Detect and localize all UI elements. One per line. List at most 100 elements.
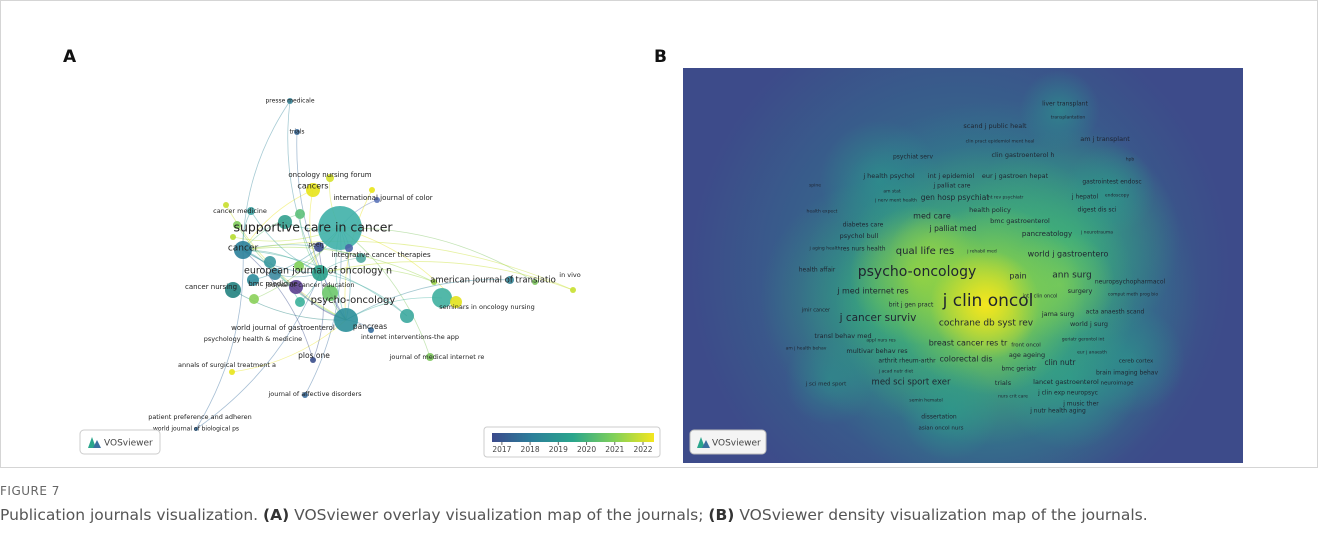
- journal-label: med care: [913, 212, 951, 221]
- journal-label: j nerv ment health: [874, 198, 917, 204]
- node-label: supportive care in cancer: [233, 220, 393, 235]
- journal-label: front oncol: [1011, 343, 1041, 349]
- edge: [319, 267, 435, 283]
- node: [432, 288, 452, 308]
- node-label: peerj: [308, 242, 324, 249]
- edge: [339, 227, 536, 283]
- node: [314, 242, 324, 252]
- node: [312, 265, 328, 281]
- journal-label: diabetes care: [843, 222, 884, 229]
- edge: [236, 224, 347, 321]
- journal-label: surgery: [1068, 287, 1093, 295]
- journal-label: transplantation: [1051, 115, 1086, 121]
- edge: [242, 249, 408, 317]
- journal-label: bmc geriatr: [1002, 366, 1038, 373]
- journal-label: multivar behav res: [846, 347, 908, 355]
- journal-label: transl behav med: [814, 332, 871, 340]
- edge: [242, 189, 314, 251]
- density-blob: [820, 120, 940, 240]
- journal-label: clin pract epidemiol ment heal: [966, 139, 1035, 145]
- node: [230, 234, 236, 240]
- node-label: internet interventions-the app: [361, 333, 459, 341]
- journal-label: arthrit rheum-arthr: [878, 358, 936, 365]
- caption-tag: (A): [263, 506, 290, 524]
- journal-label: ann surg: [1052, 271, 1091, 281]
- journal-label: endoscopy: [1105, 193, 1130, 199]
- node-label: in vivo: [559, 271, 580, 279]
- node: [247, 207, 255, 215]
- node-label: oncology nursing forum: [288, 171, 371, 179]
- node-label: psycho-oncology: [311, 295, 396, 306]
- node-label: seminars in oncology nursing: [439, 303, 535, 311]
- node: [450, 296, 462, 308]
- node-label: integrative cancer therapies: [331, 251, 431, 259]
- density-blob: [900, 360, 1000, 460]
- journal-label: cochrane db syst rev: [939, 319, 1034, 329]
- journal-label: pain: [1009, 272, 1026, 281]
- journal-label: trials: [995, 379, 1012, 387]
- logo-badge: VOSviewer: [689, 429, 767, 455]
- journal-label: comput meth prog bio: [1108, 292, 1158, 298]
- node-label: patient preference and adheren: [148, 413, 252, 421]
- journal-label: colorectal dis: [939, 355, 992, 364]
- panel-letter: B: [654, 47, 667, 67]
- node-label: plos one: [298, 351, 330, 360]
- node: [223, 202, 229, 208]
- journal-label: semin hematol: [909, 398, 943, 404]
- colorbar-ticks: 2017 2018 2019 2020 2021 2022: [492, 442, 653, 454]
- node-label: journal of affective disorders: [267, 390, 362, 398]
- journal-label: nurs crit care: [998, 394, 1028, 400]
- journal-label: am j health behav: [786, 346, 827, 352]
- journal-label: int j epidemiol: [928, 172, 975, 180]
- caption-tag: (B): [708, 506, 735, 524]
- journal-label: psychiat serv: [893, 154, 933, 161]
- node: [310, 357, 316, 363]
- node: [426, 353, 434, 361]
- node: [289, 280, 303, 294]
- edge: [312, 272, 324, 361]
- journal-label: j nutr health aging: [1029, 408, 1086, 415]
- journal-label: am j transplant: [1080, 135, 1130, 143]
- colorbar-tick-label: 2019: [549, 445, 568, 454]
- colorbar-tick-label: 2020: [577, 445, 596, 454]
- edge: [309, 189, 321, 274]
- edge: [250, 210, 321, 274]
- journal-label: j rehabil med: [966, 249, 997, 255]
- journal-label: j music ther: [1062, 401, 1099, 408]
- node: [431, 279, 437, 285]
- edge: [232, 289, 347, 321]
- density-blob: [785, 335, 875, 425]
- journal-label: j health psychol: [862, 172, 915, 180]
- journal-label: psycho-oncology: [858, 264, 977, 280]
- density-blob: [1065, 145, 1155, 235]
- journal-label: liver transplant: [1042, 101, 1088, 108]
- panel-letter: A: [63, 47, 77, 67]
- node: [233, 221, 241, 229]
- journal-label: jmir cancer: [801, 308, 831, 314]
- journal-label: brain imaging behav: [1096, 370, 1158, 377]
- node: [400, 309, 414, 323]
- node: [225, 282, 241, 298]
- journal-label: brit j gen pract: [889, 302, 934, 309]
- density-blob: [1075, 305, 1185, 415]
- node: [570, 287, 576, 293]
- node: [302, 392, 308, 398]
- node: [368, 327, 374, 333]
- logo-text: VOSviewer: [104, 439, 153, 449]
- node: [294, 261, 304, 271]
- journal-label: j neurotrauma: [1080, 230, 1113, 236]
- node: [234, 241, 252, 259]
- journal-label: gen hosp psychiat: [921, 193, 990, 202]
- journal-label: world j gastroentero: [1028, 250, 1109, 259]
- journal-label: cereb cortex: [1119, 359, 1154, 365]
- journal-label: eur j anaesth: [1077, 350, 1107, 356]
- node-label: american journal of translatio: [430, 276, 556, 286]
- journal-label: j acad nutr diet: [878, 369, 914, 375]
- journal-label: appl nurs res: [866, 338, 896, 344]
- node-label: journal of medical internet re: [389, 353, 485, 361]
- journal-label: j med internet res: [836, 287, 908, 296]
- edge: [242, 100, 291, 251]
- node-label: pancreas: [353, 322, 387, 331]
- journal-label: j cancer surviv: [839, 312, 917, 324]
